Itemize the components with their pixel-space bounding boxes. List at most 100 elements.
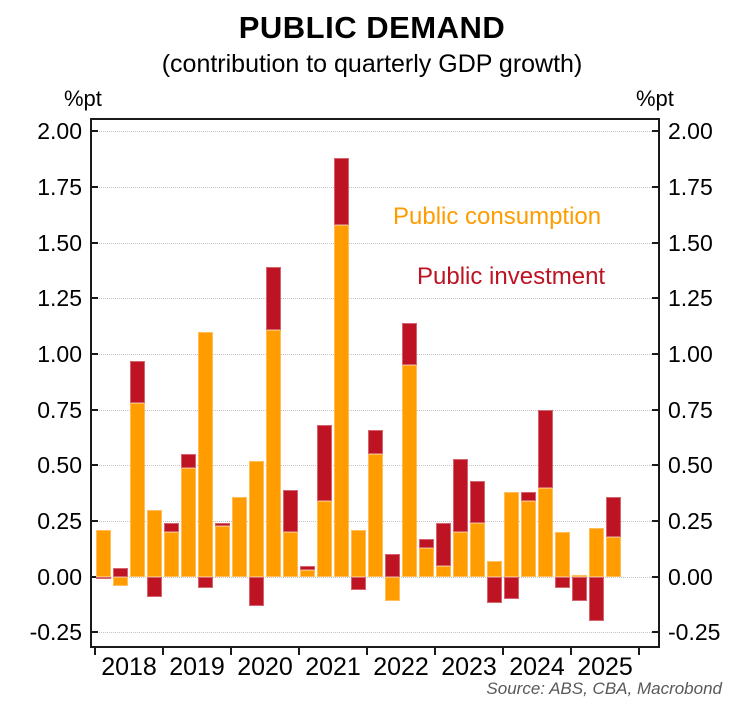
- y-tick-label: 0.50: [668, 452, 713, 479]
- y-axis-tick: [652, 631, 660, 634]
- bar-segment: [283, 532, 298, 577]
- y-tick-label: 0.75: [37, 396, 82, 423]
- grid-line: [90, 576, 660, 578]
- y-axis-tick: [90, 241, 98, 244]
- bar-segment: [487, 576, 502, 604]
- grid-line: [90, 632, 660, 634]
- grid-line: [90, 354, 660, 356]
- bar-segment: [317, 501, 332, 577]
- y-axis-tick: [90, 575, 98, 578]
- grid-line: [90, 187, 660, 189]
- bar-segment: [334, 158, 349, 225]
- y-axis-tick: [652, 464, 660, 467]
- bar-segment: [181, 467, 196, 577]
- bar-segment: [385, 576, 400, 602]
- year-label: 2021: [305, 653, 361, 681]
- y-tick-label: 1.00: [37, 341, 82, 368]
- y-axis-tick: [652, 575, 660, 578]
- bar-segment: [436, 523, 451, 566]
- grid-line: [90, 242, 660, 244]
- bar-segment: [572, 574, 587, 577]
- bar-segment: [419, 538, 434, 548]
- bar-segment: [334, 224, 349, 577]
- y-tick-label: 1.75: [37, 174, 82, 201]
- bar-segment: [215, 525, 230, 577]
- bar-segment: [232, 496, 247, 577]
- bar-segment: [249, 460, 264, 577]
- x-axis-tick: [94, 648, 96, 655]
- y-axis-tick: [652, 353, 660, 356]
- bar-segment: [453, 458, 468, 533]
- y-tick-label: -0.25: [668, 619, 721, 646]
- bar-segment: [487, 561, 502, 577]
- y-tick-label: 0.50: [37, 452, 82, 479]
- bar-segment: [266, 267, 281, 330]
- year-label: 2020: [237, 653, 293, 681]
- bar-segment: [555, 576, 570, 588]
- bar-segment: [385, 554, 400, 577]
- y-tick-label: 1.75: [668, 174, 713, 201]
- y-axis-unit-left: %pt: [64, 86, 102, 111]
- grid-line: [90, 131, 660, 133]
- bar-segment: [606, 496, 621, 537]
- chart-title: PUBLIC DEMAND: [238, 10, 506, 45]
- y-tick-label: 2.00: [668, 118, 713, 145]
- y-axis-left: 2.00 1.75 1.50 1.25 1.00 0.75 0.50 0.25 0.00 -0.2…: [0, 118, 82, 648]
- bar-segment: [606, 536, 621, 577]
- bar-segment: [96, 529, 111, 577]
- bar-segment: [164, 523, 179, 533]
- bar-segment: [436, 565, 451, 577]
- y-tick-label: -0.25: [29, 619, 82, 646]
- x-axis-tick: [162, 648, 164, 655]
- source-note: Source: ABS, CBA, Macrobond: [486, 679, 722, 698]
- bar-segment: [266, 329, 281, 577]
- bar-segment: [402, 365, 417, 577]
- y-axis-tick: [90, 186, 98, 189]
- y-tick-label: 1.00: [668, 341, 713, 368]
- bar-segment: [538, 409, 553, 488]
- y-axis-tick: [90, 130, 98, 133]
- x-axis-tick: [502, 648, 504, 655]
- x-axis-tick: [230, 648, 232, 655]
- bar-segment: [300, 570, 315, 577]
- x-axis-tick: [570, 648, 572, 655]
- bar-segment: [538, 487, 553, 577]
- y-tick-label: 1.50: [668, 229, 713, 256]
- year-label: 2019: [169, 653, 225, 681]
- y-tick-label: 0.25: [668, 508, 713, 535]
- y-axis-tick: [652, 241, 660, 244]
- x-axis-tick: [434, 648, 436, 655]
- bar-segment: [147, 509, 162, 577]
- bar-segment: [198, 576, 213, 588]
- grid-line: [90, 409, 660, 411]
- bar-segment: [504, 492, 519, 577]
- y-axis-right: 2.00 1.75 1.50 1.25 1.00 0.75 0.50 0.25 0.00 -0.2…: [668, 118, 744, 648]
- y-axis-tick: [90, 353, 98, 356]
- legend-public-investment: Public investment: [417, 263, 606, 290]
- x-axis-tick: [366, 648, 368, 655]
- bar-segment: [402, 322, 417, 366]
- legend-public-consumption: Public consumption: [393, 203, 602, 230]
- y-axis-tick: [90, 297, 98, 300]
- bar-segment: [521, 501, 536, 577]
- year-label: 2022: [373, 653, 429, 681]
- x-axis: 2018 2019 2020 2021 2022 2023 2024 2025: [90, 653, 670, 683]
- y-axis-tick: [90, 631, 98, 634]
- bar-segment: [453, 532, 468, 577]
- year-label: 2018: [101, 653, 157, 681]
- grid-line: [90, 298, 660, 300]
- bar-segment: [470, 523, 485, 577]
- bar-segment: [164, 532, 179, 577]
- y-tick-label: 0.25: [37, 508, 82, 535]
- y-tick-label: 2.00: [37, 118, 82, 145]
- y-axis-tick: [652, 520, 660, 523]
- y-tick-label: 0.75: [668, 396, 713, 423]
- bar-segment: [130, 360, 145, 404]
- bar-segment: [572, 576, 587, 602]
- y-axis-tick: [90, 464, 98, 467]
- y-tick-label: 0.00: [37, 563, 82, 590]
- year-label: 2025: [577, 653, 633, 681]
- bar-segment: [589, 576, 604, 622]
- x-axis-tick: [638, 648, 640, 655]
